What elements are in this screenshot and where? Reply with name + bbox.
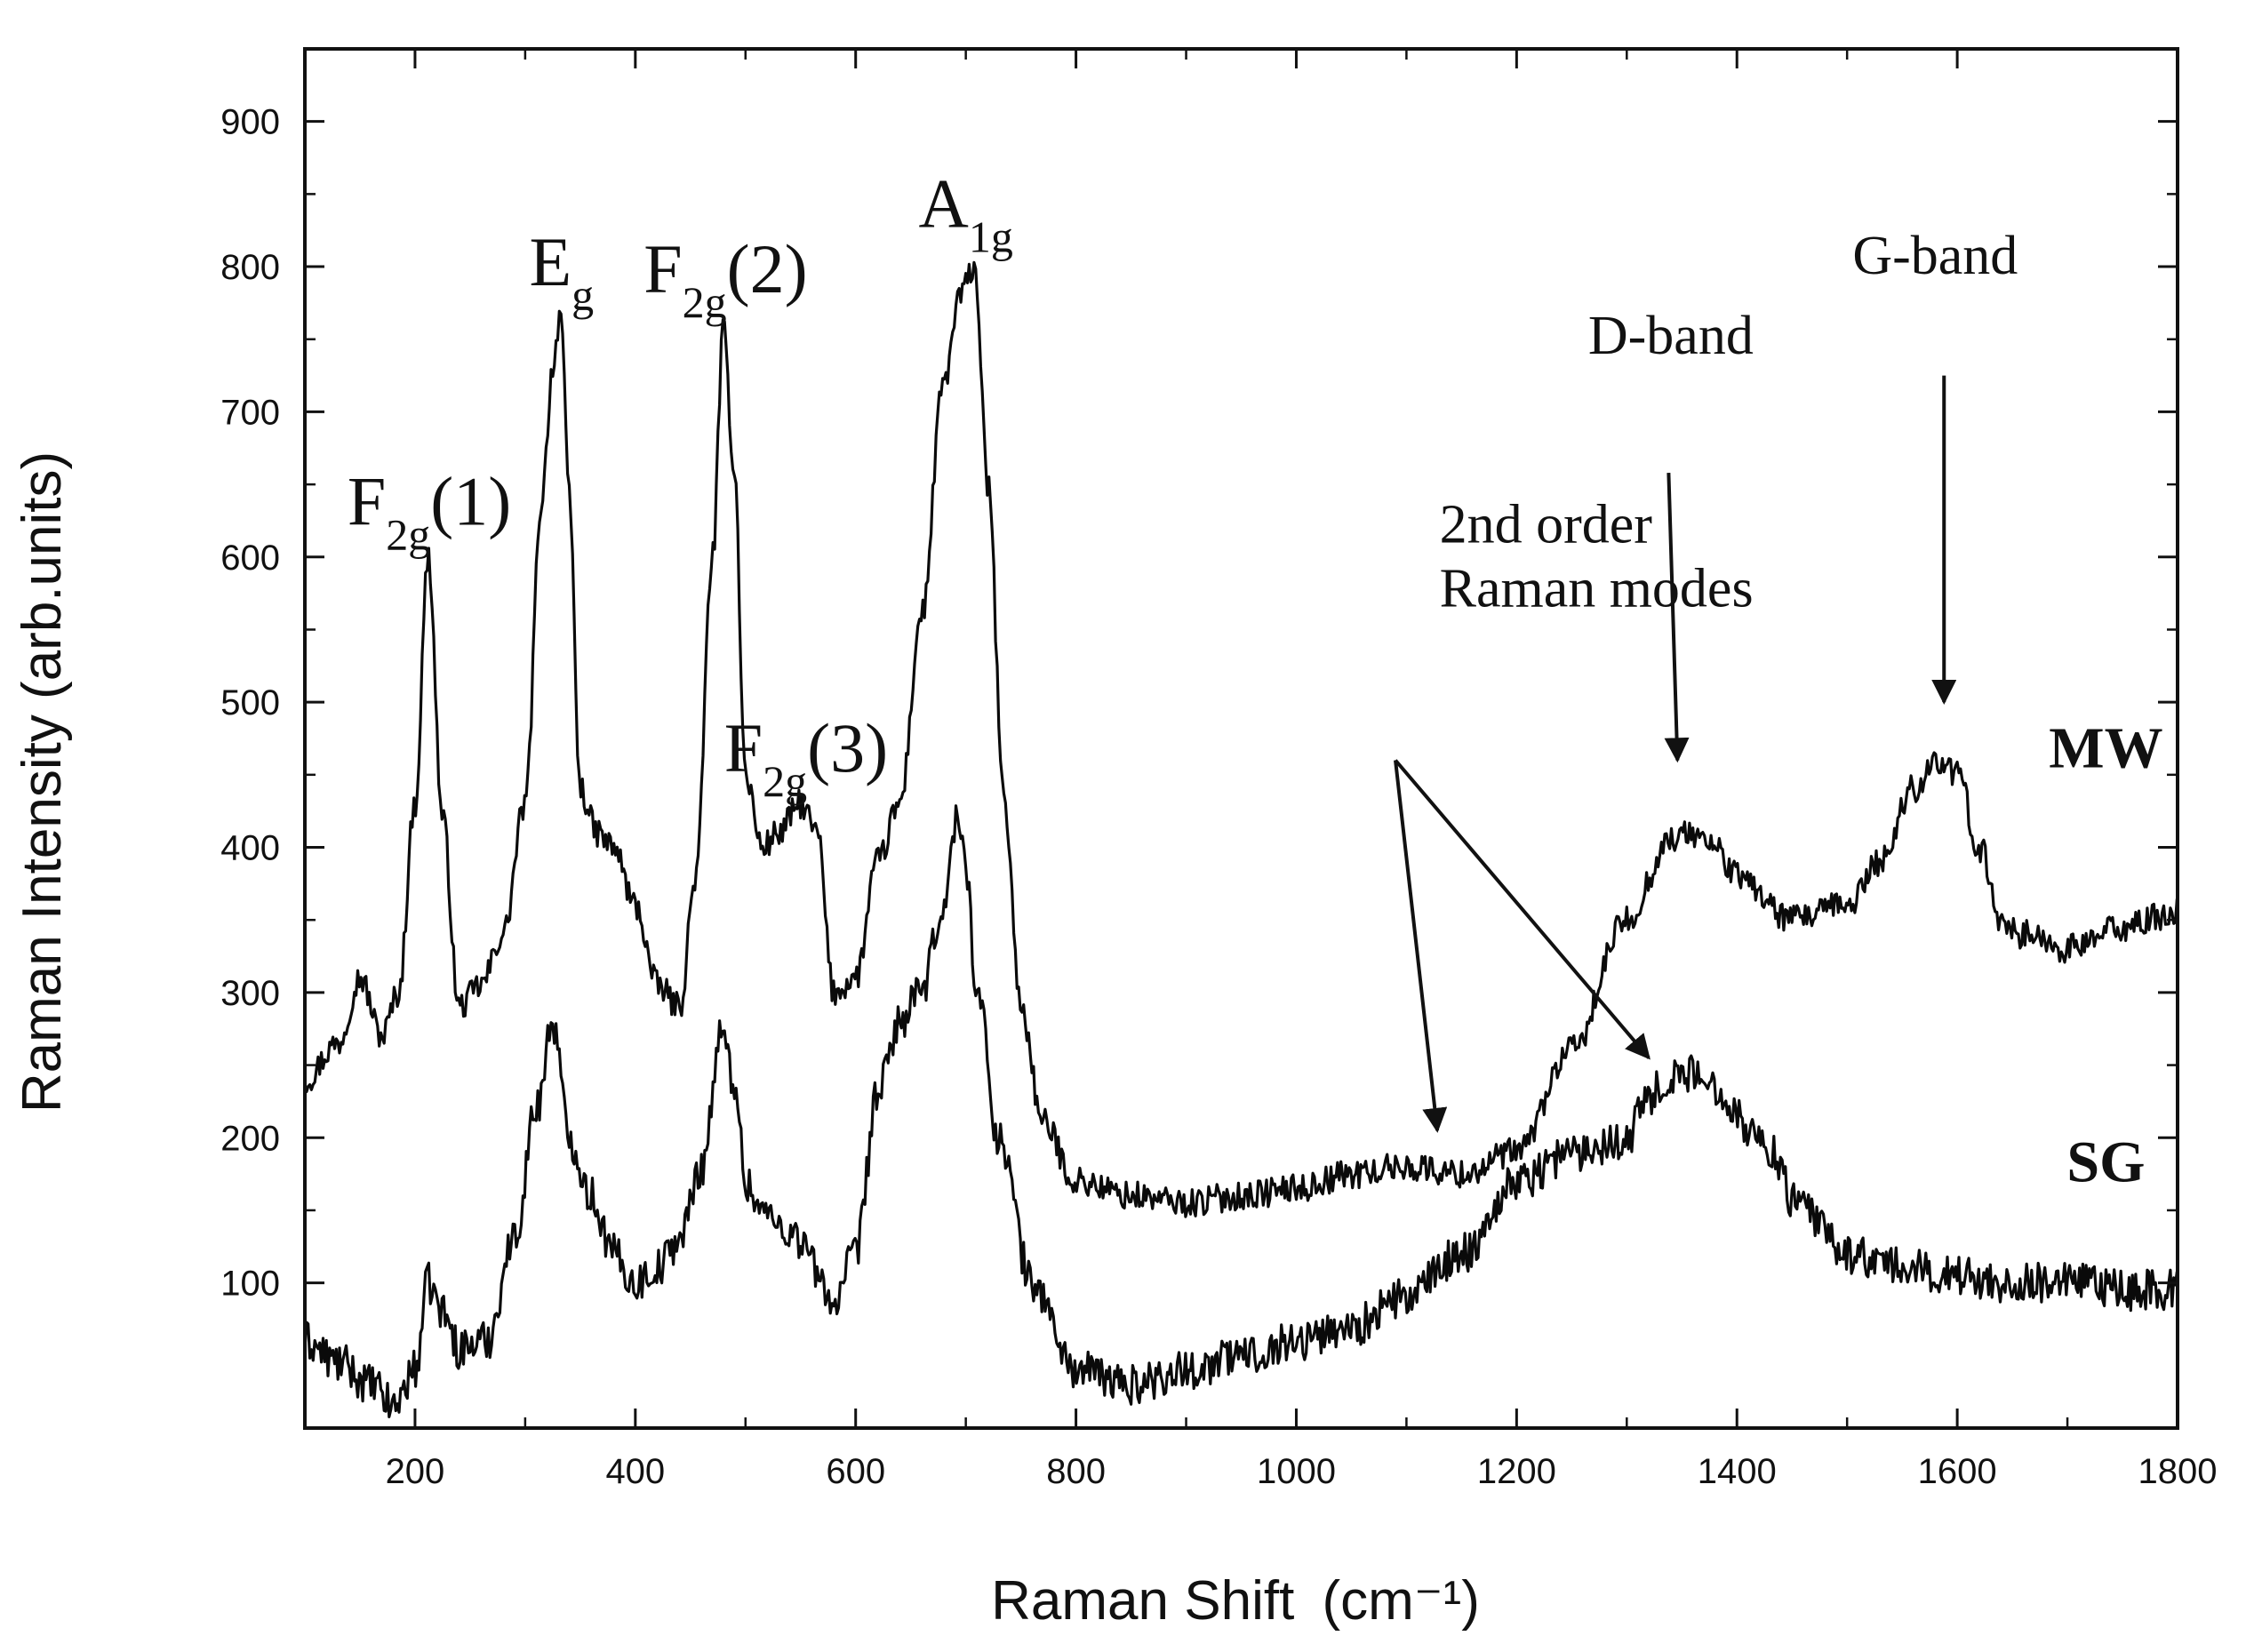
x-tick-label: 1800 [2138, 1452, 2218, 1491]
peak-label: F2g(2) [643, 230, 807, 327]
y-tick-label: 800 [220, 248, 280, 287]
x-axis-title-text: Raman Shift [991, 1570, 1294, 1632]
annotation-label: G-band [1852, 226, 2018, 286]
y-tick-label: 700 [220, 393, 280, 432]
y-tick-label: 100 [220, 1265, 280, 1304]
x-tick-label: 1400 [1698, 1452, 1777, 1491]
y-tick-label: 500 [220, 683, 280, 722]
peak-label-suffix: (1) [430, 462, 511, 539]
x-tick-label: 600 [826, 1452, 885, 1491]
peak-label-base: F [348, 462, 386, 539]
series-layer [303, 260, 2178, 1418]
y-tick-label: 300 [220, 974, 280, 1013]
annotation-arrow [1394, 759, 1651, 1060]
x-tick-label: 800 [1046, 1452, 1106, 1491]
peak-label-suffix: (3) [807, 709, 888, 786]
series-line-sg [303, 804, 2178, 1418]
y-tick-label: 600 [220, 539, 280, 578]
annotation-label: Raman modes [1440, 558, 1754, 619]
annotation-label: 2nd order [1440, 494, 1653, 555]
x-tick-label: 1600 [1918, 1452, 1997, 1491]
peak-label-suffix: (2) [727, 230, 808, 307]
peak-label: F2g(3) [724, 709, 888, 806]
y-tick-label: 200 [220, 1119, 280, 1158]
peak-label-base: A [918, 165, 968, 243]
x-axis-title-unit: (cm⁻¹) [1323, 1570, 1480, 1632]
x-tick-label: 200 [386, 1452, 445, 1491]
peak-label-sub: 2g [763, 756, 807, 806]
x-axis-title: Raman Shift (cm⁻¹) [991, 1570, 1480, 1632]
peak-label-sub: 1g [969, 212, 1013, 262]
peak-label-base: F [724, 709, 763, 786]
series-line-mw [303, 260, 2178, 1218]
peak-label: F2g(1) [348, 462, 511, 559]
plot-frame [303, 47, 2179, 1430]
peak-label-base: F [643, 230, 682, 307]
x-tick-label: 400 [605, 1452, 665, 1491]
annotation-arrow [1664, 472, 1690, 763]
peak-label-sub: 2g [683, 277, 727, 327]
peak-label-sub: 2g [386, 509, 430, 559]
series-label-sg: SG [2066, 1129, 2145, 1194]
peak-label-base: E [529, 223, 571, 300]
y-axis-title: Raman Intensity (arb.units) [12, 451, 73, 1113]
ticks-layer: 200 400 600 800 1000 1200 1400 1600 1800 100 200 30… [220, 49, 2217, 1491]
peak-label-sub: g [571, 270, 594, 320]
peak-label: Eg [529, 223, 594, 320]
y-tick-label: 400 [220, 829, 280, 868]
peak-label: A1g [918, 165, 1012, 262]
x-tick-label: 1200 [1477, 1452, 1556, 1491]
y-tick-label: 900 [220, 103, 280, 142]
x-tick-label: 1000 [1257, 1452, 1336, 1491]
annotation-label: D-band [1588, 306, 1754, 366]
annotation-arrow [1394, 760, 1448, 1133]
series-label-mw: MW [2049, 716, 2162, 781]
